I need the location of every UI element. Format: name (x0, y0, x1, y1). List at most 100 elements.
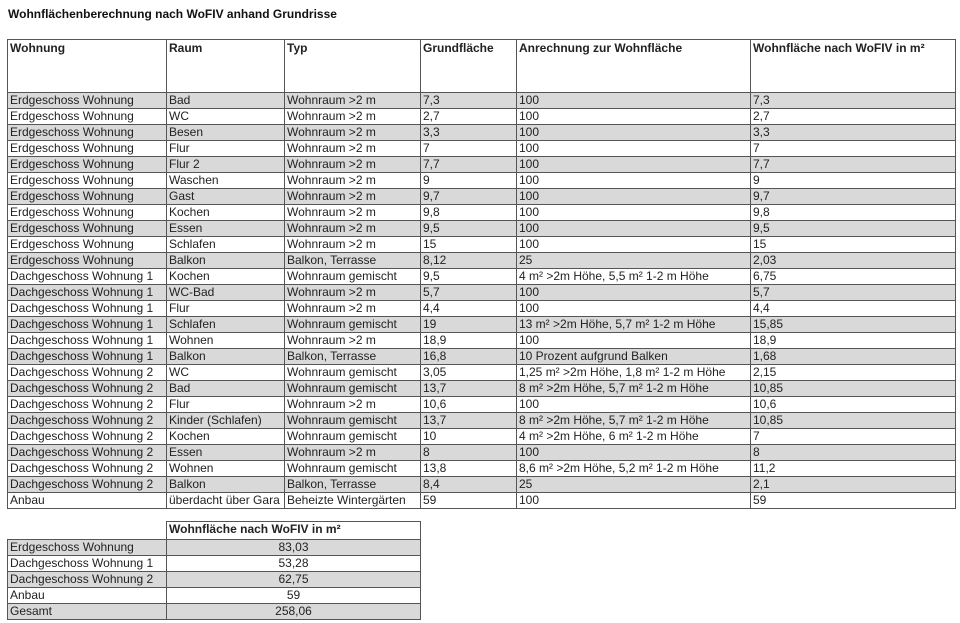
table-cell: 8 m² >2m Höhe, 5,7 m² 1-2 m Höhe (516, 380, 751, 397)
table-row: Erdgeschoss Wohnung Schlafen Wohnraum >2 m… (7, 236, 956, 253)
table-cell: Wohnraum >2 m (284, 140, 421, 157)
table-row: Erdgeschoss Wohnung Balkon Balkon, Terrass… (7, 252, 956, 269)
table-cell: Erdgeschoss Wohnung (7, 108, 167, 125)
table-cell: 3,3 (750, 124, 956, 141)
table-cell: Dachgeschoss Wohnung 2 (7, 396, 167, 413)
summary-label: Dachgeschoss Wohnung 1 (7, 555, 167, 572)
table-cell: Flur (166, 300, 285, 317)
table-cell: 3,3 (420, 124, 517, 141)
table-cell: Wohnen (166, 332, 285, 349)
table-cell: Erdgeschoss Wohnung (7, 140, 167, 157)
table-cell: Essen (166, 444, 285, 461)
table-cell: 100 (516, 396, 751, 413)
table-cell: 8 m² >2m Höhe, 5,7 m² 1-2 m Höhe (516, 412, 751, 429)
summary-row: Anbau 59 (7, 587, 421, 604)
table-cell: Dachgeschoss Wohnung 1 (7, 332, 167, 349)
table-cell: 9 (420, 172, 517, 189)
header-cell: Wohnfläche nach WoFIV in m² (166, 521, 421, 540)
table-cell: 13 m² >2m Höhe, 5,7 m² 1-2 m Höhe (516, 316, 751, 333)
table-cell: Wohnraum >2 m (284, 236, 421, 253)
table-cell: Kochen (166, 268, 285, 285)
table-row: Dachgeschoss Wohnung 1 Balkon Balkon, Terr… (7, 348, 956, 365)
table-row: Dachgeschoss Wohnung 2 Kochen Wohnraum gem… (7, 428, 956, 445)
table-row: Erdgeschoss Wohnung WC Wohnraum >2 m 2,7 100… (7, 108, 956, 125)
header-cell: Anrechnung zur Wohnfläche (516, 39, 751, 93)
table-cell: 100 (516, 92, 751, 109)
table-cell: Dachgeschoss Wohnung 2 (7, 444, 167, 461)
table-cell: 100 (516, 140, 751, 157)
table-cell: 7 (750, 428, 956, 445)
table-cell: Essen (166, 220, 285, 237)
table-cell: Wohnraum >2 m (284, 444, 421, 461)
table-cell: Erdgeschoss Wohnung (7, 220, 167, 237)
table-cell: Dachgeschoss Wohnung 2 (7, 364, 167, 381)
table-cell: 7 (420, 140, 517, 157)
header-cell: Grundfläche (420, 39, 517, 93)
summary-label: Dachgeschoss Wohnung 2 (7, 571, 167, 588)
table-cell: 100 (516, 188, 751, 205)
table-cell: WC (166, 108, 285, 125)
table-cell: WC (166, 364, 285, 381)
table-cell: Wohnraum >2 m (284, 92, 421, 109)
table-row: Erdgeschoss Wohnung Kochen Wohnraum >2 m 9,… (7, 204, 956, 221)
table-cell: 13,7 (420, 380, 517, 397)
summary-value: 258,06 (166, 603, 421, 620)
table-cell: 18,9 (420, 332, 517, 349)
table-cell: Besen (166, 124, 285, 141)
table-row: Erdgeschoss Wohnung Flur 2 Wohnraum >2 m 7,… (7, 156, 956, 173)
table-cell: Dachgeschoss Wohnung 1 (7, 284, 167, 301)
table-cell: 100 (516, 108, 751, 125)
table-cell: Wohnraum gemischt (284, 268, 421, 285)
summary-row: Gesamt 258,06 (7, 603, 421, 620)
table-cell: WC-Bad (166, 284, 285, 301)
table-cell: Wohnraum gemischt (284, 412, 421, 429)
table-row: Dachgeschoss Wohnung 1 Wohnen Wohnraum >2 … (7, 332, 956, 349)
table-row: Erdgeschoss Wohnung Flur Wohnraum >2 m 7 100… (7, 140, 956, 157)
header-row: Wohnung Raum Typ Grundfläche Anrechnung zur … (7, 39, 956, 93)
table-row: Anbau überdacht über Gara Beheizte Winterg… (7, 492, 956, 509)
table-cell: Wohnraum >2 m (284, 220, 421, 237)
area-table: Wohnung Raum Typ Grundfläche Anrechnung zur … (7, 39, 956, 509)
table-cell: Balkon, Terrasse (284, 252, 421, 269)
table-cell: Dachgeschoss Wohnung 2 (7, 412, 167, 429)
table-cell: Dachgeschoss Wohnung 1 (7, 300, 167, 317)
table-cell: 10 Prozent aufgrund Balken (516, 348, 751, 365)
summary-value: 59 (166, 587, 421, 604)
table-cell: 10,6 (420, 396, 517, 413)
table-cell: Erdgeschoss Wohnung (7, 172, 167, 189)
table-cell: 2,7 (750, 108, 956, 125)
table-cell: 9,8 (420, 204, 517, 221)
table-cell: 19 (420, 316, 517, 333)
summary-label: Gesamt (7, 603, 167, 620)
table-cell: 100 (516, 444, 751, 461)
table-cell: 100 (516, 300, 751, 317)
table-cell: 10,6 (750, 396, 956, 413)
table-cell: 100 (516, 204, 751, 221)
table-cell: 9,8 (750, 204, 956, 221)
table-cell: Erdgeschoss Wohnung (7, 188, 167, 205)
table-cell: 100 (516, 220, 751, 237)
table-cell: 15 (420, 236, 517, 253)
table-cell: 15 (750, 236, 956, 253)
empty-cell (8, 522, 167, 540)
table-cell: 4,4 (420, 300, 517, 317)
table-cell: Balkon (166, 348, 285, 365)
table-cell: 100 (516, 124, 751, 141)
table-cell: 25 (516, 476, 751, 493)
table-cell: Wohnraum >2 m (284, 204, 421, 221)
table-cell: Balkon (166, 252, 285, 269)
table-cell: Wohnraum gemischt (284, 316, 421, 333)
table-cell: 6,75 (750, 268, 956, 285)
table-cell: Erdgeschoss Wohnung (7, 124, 167, 141)
table-cell: Kinder (Schlafen) (166, 412, 285, 429)
table-cell: 8,4 (420, 476, 517, 493)
table-cell: Wohnraum >2 m (284, 396, 421, 413)
table-row: Dachgeschoss Wohnung 2 Kinder (Schlafen) W… (7, 412, 956, 429)
table-cell: 2,03 (750, 252, 956, 269)
summary-row: Dachgeschoss Wohnung 2 62,75 (7, 571, 421, 588)
header-cell: Wohnfläche nach WoFIV in m² (750, 39, 956, 93)
table-cell: Erdgeschoss Wohnung (7, 204, 167, 221)
